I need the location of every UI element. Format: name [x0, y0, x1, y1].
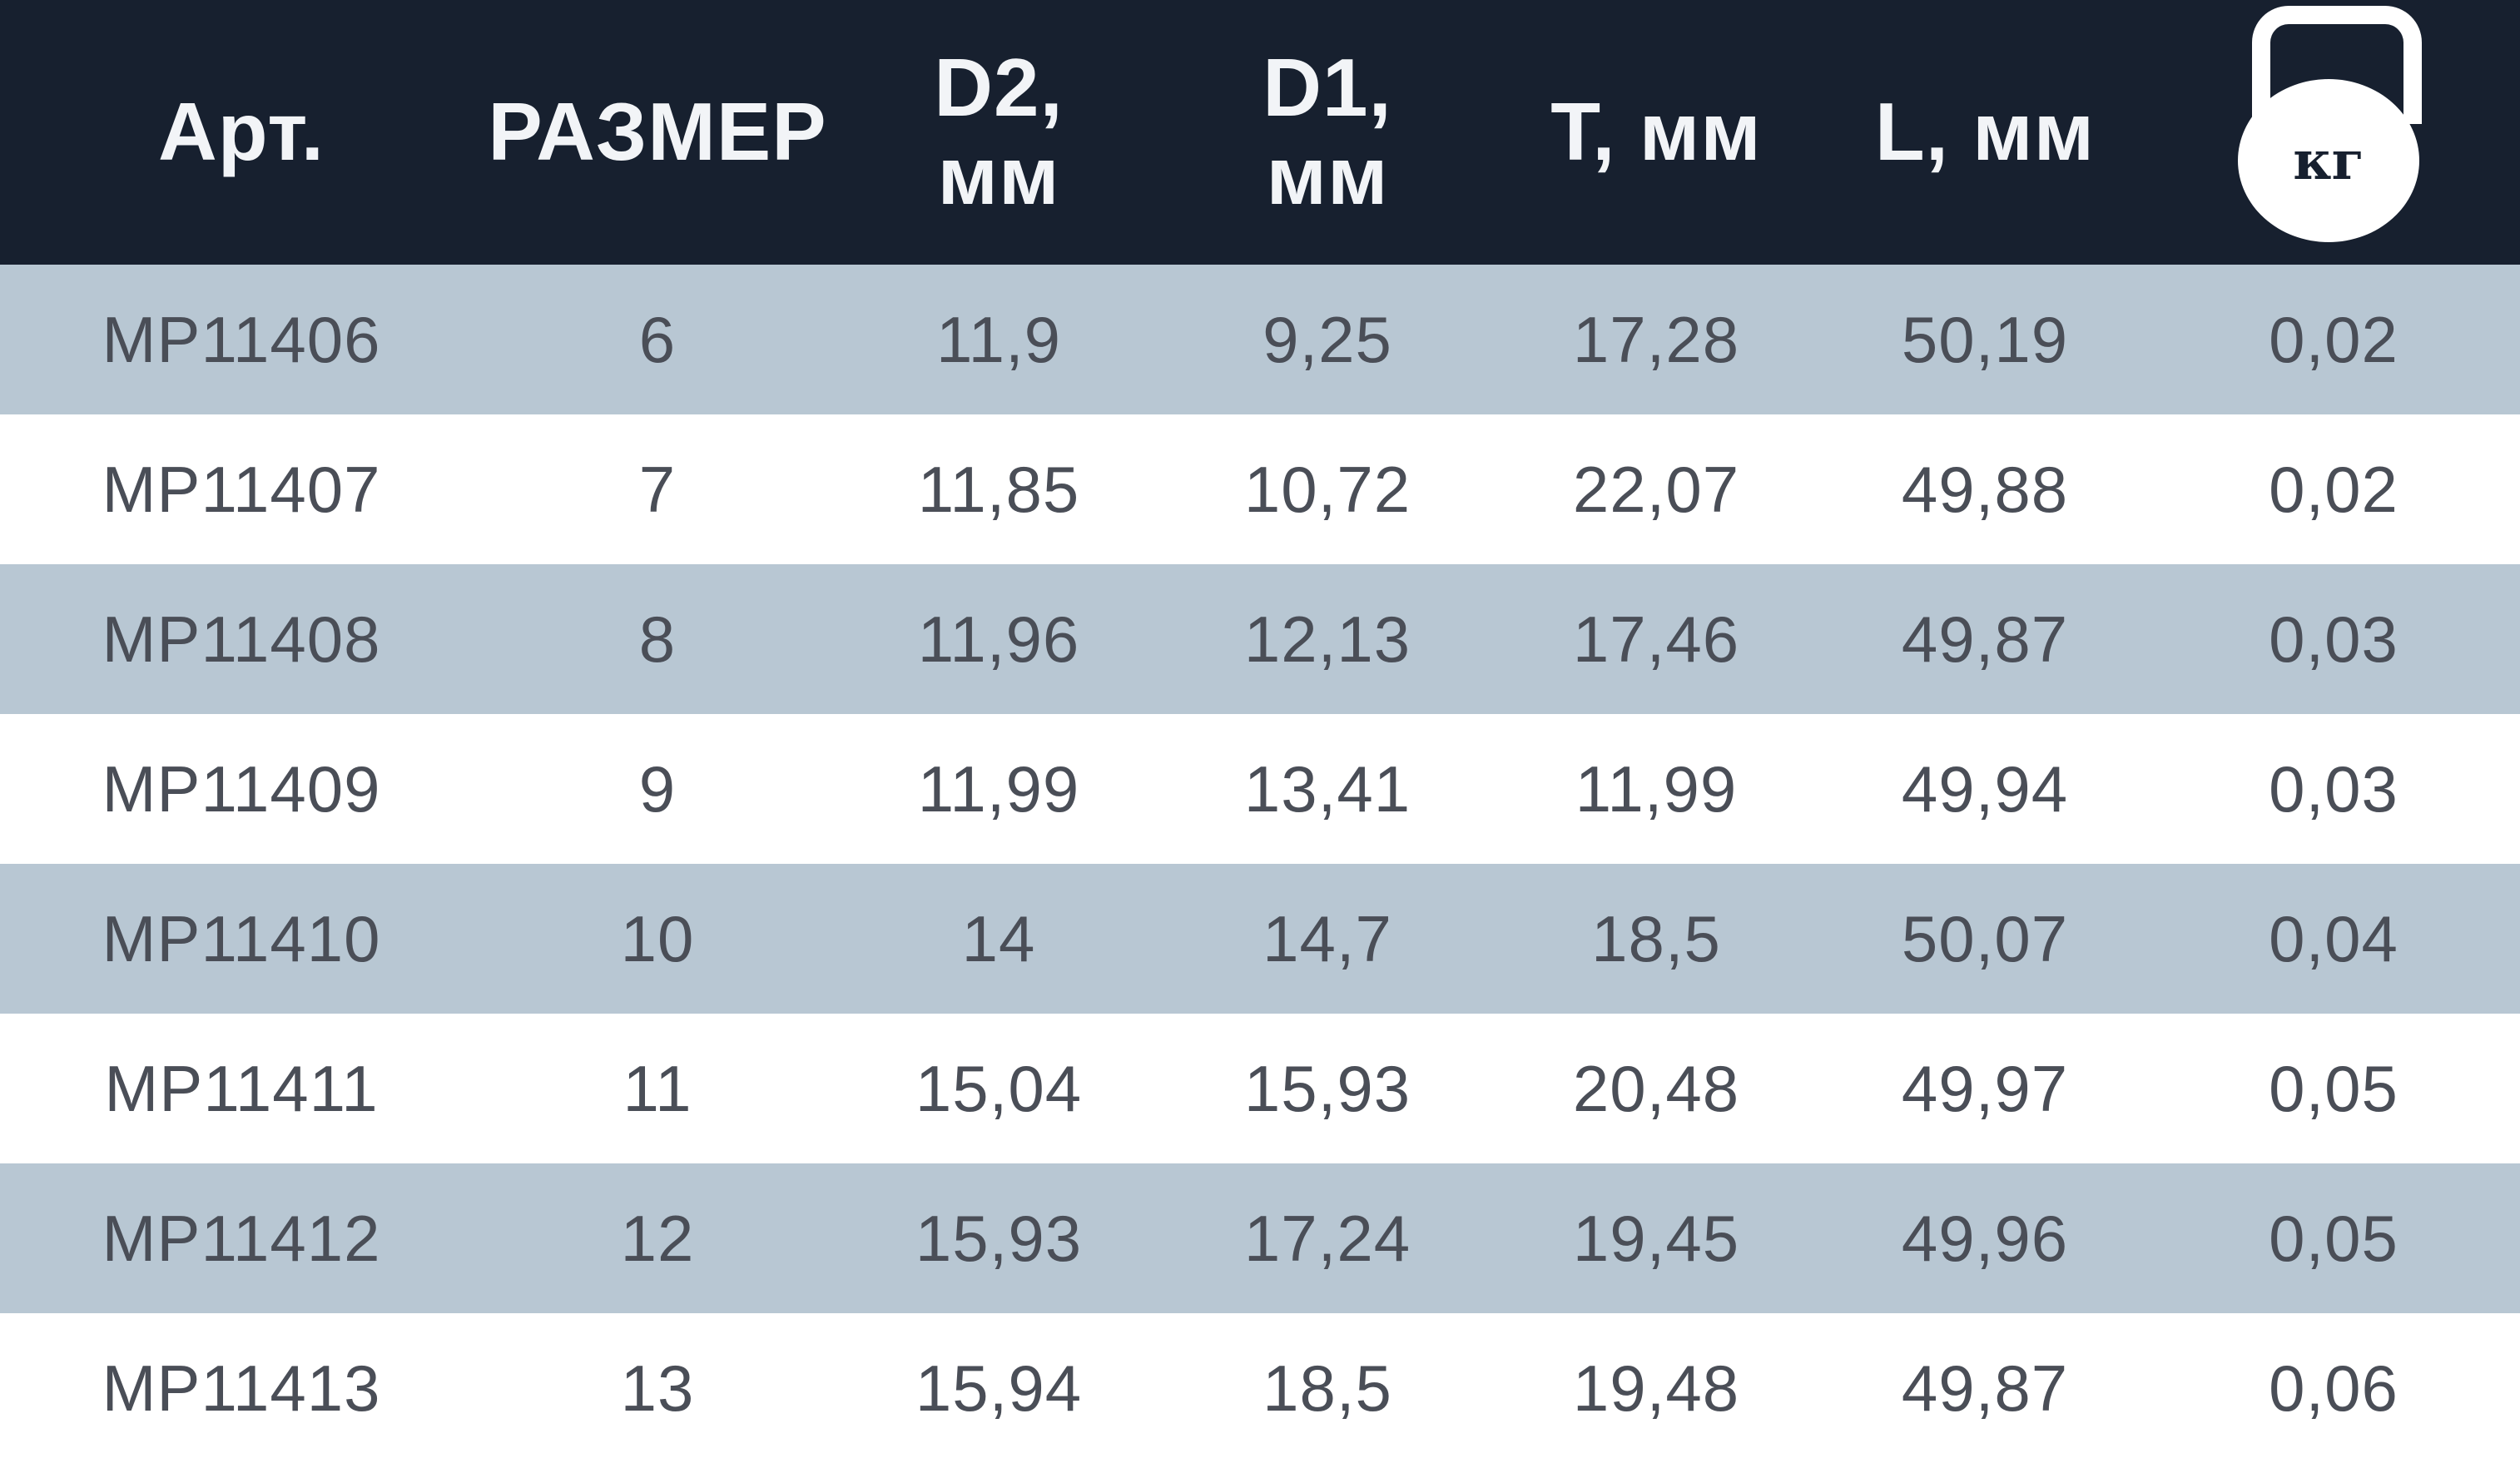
table-header: Арт. РАЗМЕР D2, мм D1, мм T, мм L, мм кг	[0, 0, 2520, 265]
cell-art: MP11407	[102, 452, 381, 526]
cell-weight: 0,05	[2269, 1201, 2398, 1275]
cell-art: MP11408	[102, 602, 381, 676]
table-row: MP11407 7 11,85 10,72 22,07 49,88 0,02	[0, 414, 2520, 564]
cell-art: MP11412	[102, 1201, 381, 1275]
cell-weight: 0,02	[2269, 302, 2398, 376]
cell-t: 20,48	[1572, 1051, 1740, 1125]
cell-size: 11	[623, 1051, 692, 1125]
kettlebell-handle	[2252, 6, 2422, 125]
cell-art: MP11410	[102, 901, 381, 975]
table-row: MP11411 11 15,04 15,93 20,48 49,97 0,05	[0, 1014, 2520, 1163]
cell-d2: 11,85	[917, 452, 1080, 526]
cell-d2: 15,93	[915, 1201, 1083, 1275]
header-d1-unit: мм	[1266, 130, 1389, 221]
cell-size: 7	[638, 452, 677, 526]
cell-l: 49,87	[1901, 602, 2069, 676]
cell-size: 10	[620, 901, 695, 975]
cell-t: 17,46	[1572, 602, 1740, 676]
cell-t: 11,99	[1575, 751, 1738, 826]
cell-t: 18,5	[1591, 901, 1721, 975]
cell-t: 19,48	[1572, 1351, 1740, 1425]
cell-weight: 0,04	[2269, 901, 2398, 975]
header-art-label: Арт.	[158, 86, 325, 178]
header-d2-label: D2,	[934, 42, 1064, 134]
cell-d2: 11,9	[935, 302, 1062, 376]
cell-t: 22,07	[1572, 452, 1740, 526]
cell-size: 13	[620, 1351, 695, 1425]
cell-d1: 14,7	[1262, 901, 1392, 975]
cell-l: 49,94	[1901, 751, 2069, 826]
cell-d2: 15,94	[915, 1351, 1083, 1425]
cell-d1: 18,5	[1262, 1351, 1392, 1425]
header-d1: D1, мм	[1165, 42, 1490, 221]
cell-d1: 13,41	[1243, 751, 1411, 826]
cell-d2: 11,99	[917, 751, 1080, 826]
header-t: T, мм	[1490, 86, 1823, 178]
cell-art: MP11409	[102, 751, 381, 826]
header-art: Арт.	[0, 86, 483, 178]
cell-art: MP11411	[104, 1051, 379, 1125]
cell-l: 49,88	[1901, 452, 2069, 526]
cell-d1: 17,24	[1243, 1201, 1411, 1275]
cell-art: MP11413	[102, 1351, 381, 1425]
cell-l: 49,96	[1901, 1201, 2069, 1275]
cell-size: 12	[620, 1201, 695, 1275]
cell-d1: 12,13	[1243, 602, 1411, 676]
header-d1-label: D1,	[1262, 42, 1392, 134]
cell-l: 49,87	[1901, 1351, 2069, 1425]
header-l-label: L, мм	[1874, 86, 2096, 178]
table-row: MP11406 6 11,9 9,25 17,28 50,19 0,02	[0, 265, 2520, 414]
cell-size: 8	[638, 602, 677, 676]
kettlebell-icon: кг	[2238, 6, 2429, 247]
cell-weight: 0,02	[2269, 452, 2398, 526]
cell-size: 9	[638, 751, 677, 826]
cell-size: 6	[638, 302, 677, 376]
table-row: MP11413 13 15,94 18,5 19,48 49,87 0,06	[0, 1313, 2520, 1463]
cell-d1: 15,93	[1243, 1051, 1411, 1125]
table-row: MP11410 10 14 14,7 18,5 50,07 0,04	[0, 864, 2520, 1014]
cell-weight: 0,03	[2269, 602, 2398, 676]
cell-d2: 14	[961, 901, 1036, 975]
kettlebell-body: кг	[2238, 79, 2419, 243]
cell-weight: 0,03	[2269, 751, 2398, 826]
header-size-label: РАЗМЕР	[488, 86, 827, 178]
table-row: MP11408 8 11,96 12,13 17,46 49,87 0,03	[0, 564, 2520, 714]
cell-d2: 11,96	[917, 602, 1080, 676]
header-weight-unit: кг	[2293, 129, 2364, 192]
header-d2-unit: мм	[937, 130, 1060, 221]
cell-art: MP11406	[102, 302, 381, 376]
cell-d1: 10,72	[1243, 452, 1411, 526]
cell-l: 50,19	[1901, 302, 2069, 376]
header-size: РАЗМЕР	[483, 86, 832, 178]
header-d2: D2, мм	[832, 42, 1165, 221]
cell-weight: 0,05	[2269, 1051, 2398, 1125]
cell-d1: 9,25	[1262, 302, 1392, 376]
header-weight: кг	[2147, 1, 2520, 264]
cell-d2: 15,04	[915, 1051, 1083, 1125]
cell-t: 19,45	[1572, 1201, 1740, 1275]
cell-l: 49,97	[1901, 1051, 2069, 1125]
cell-l: 50,07	[1901, 901, 2069, 975]
header-t-label: T, мм	[1550, 86, 1762, 178]
table-row: MP11412 12 15,93 17,24 19,45 49,96 0,05	[0, 1163, 2520, 1313]
cell-weight: 0,06	[2269, 1351, 2398, 1425]
table-body: MP11406 6 11,9 9,25 17,28 50,19 0,02 MP11407 7 11…	[0, 265, 2520, 1463]
header-l: L, мм	[1823, 86, 2147, 178]
cell-t: 17,28	[1572, 302, 1740, 376]
table-row: MP11409 9 11,99 13,41 11,99 49,94 0,03	[0, 714, 2520, 864]
